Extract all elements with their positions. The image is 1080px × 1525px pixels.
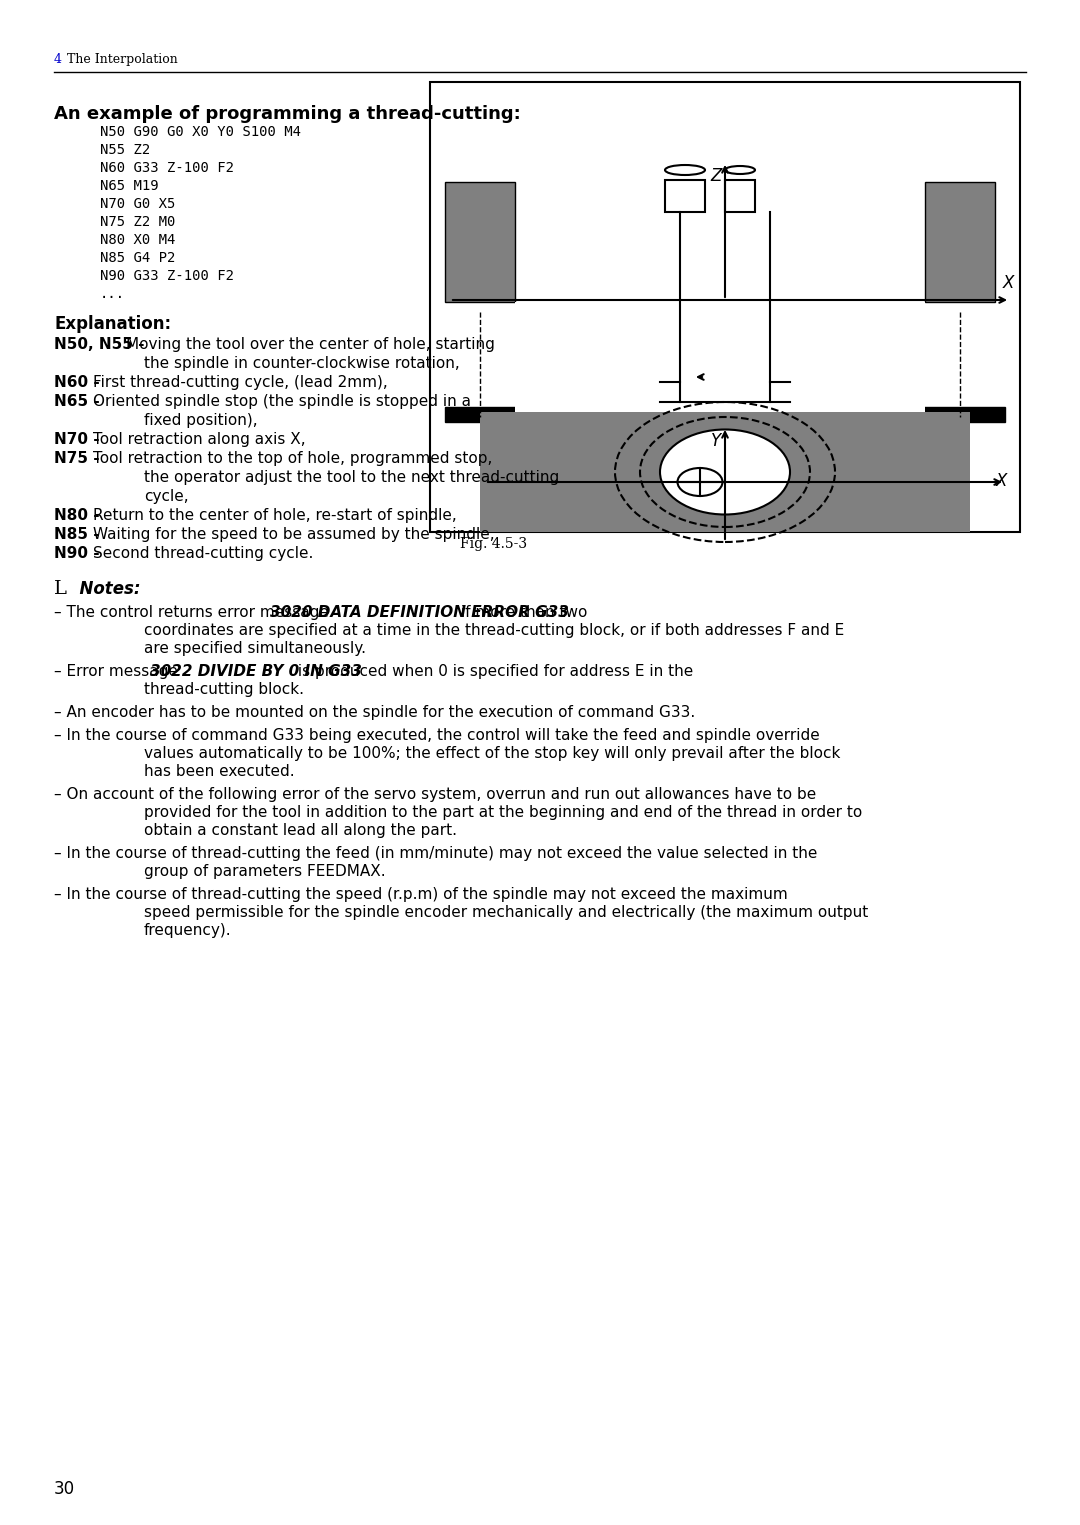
Text: the spindle in counter-clockwise rotation,: the spindle in counter-clockwise rotatio… [144,355,460,371]
Text: N85 -: N85 - [54,528,105,541]
Bar [665,180,705,212]
Text: N60 G33 Z-100 F2: N60 G33 Z-100 F2 [100,162,234,175]
Bar [924,181,995,302]
Text: Notes:: Notes: [68,580,140,598]
Text: – Error message: – Error message [54,663,183,679]
Text: N90 G33 Z-100 F2: N90 G33 Z-100 F2 [100,268,234,284]
Text: N80 -: N80 - [54,508,105,523]
Text: 4: 4 [54,53,62,66]
Text: values automatically to be 100%; the effect of the stop key will only prevail af: values automatically to be 100%; the eff… [144,746,840,761]
Text: N50 G90 G0 X0 Y0 S100 M4: N50 G90 G0 X0 Y0 S100 M4 [100,125,301,139]
Text: group of parameters FEEDMAX.: group of parameters FEEDMAX. [144,865,386,878]
Text: 3020 DATA DEFINITION ERROR G33: 3020 DATA DEFINITION ERROR G33 [270,605,569,621]
Bar [480,412,970,532]
Text: N50, N55 -: N50, N55 - [54,337,150,352]
Ellipse shape [665,165,705,175]
Text: frequency).: frequency). [144,923,231,938]
Text: N55 Z2: N55 Z2 [100,143,150,157]
Text: fixed position),: fixed position), [144,413,258,429]
Bar [445,181,515,302]
Text: $Y$: $Y$ [710,432,724,450]
Text: $X$: $X$ [995,473,1010,490]
Text: 30: 30 [54,1479,76,1498]
Text: are specified simultaneously.: are specified simultaneously. [144,640,366,656]
Text: Second thread-cutting cycle.: Second thread-cutting cycle. [93,546,313,561]
Text: An example of programming a thread-cutting:: An example of programming a thread-cutti… [54,105,521,124]
Text: Tool retraction along axis X,: Tool retraction along axis X, [93,432,306,447]
Text: Explanation:: Explanation: [54,316,171,332]
Text: speed permissible for the spindle encoder mechanically and electrically (the max: speed permissible for the spindle encode… [144,904,868,920]
Text: N80 X0 M4: N80 X0 M4 [100,233,175,247]
Ellipse shape [725,166,755,174]
Text: – The control returns error message: – The control returns error message [54,605,334,621]
Bar [445,407,1005,422]
Text: $X$: $X$ [1002,274,1016,291]
Text: N85 G4 P2: N85 G4 P2 [100,252,175,265]
Text: thread-cutting block.: thread-cutting block. [144,682,303,697]
Text: 3022 DIVIDE BY 0 IN G33: 3022 DIVIDE BY 0 IN G33 [150,663,362,679]
Text: coordinates are specified at a time in the thread-cutting block, or if both addr: coordinates are specified at a time in t… [144,624,845,637]
Text: N65 M19: N65 M19 [100,178,159,194]
Text: has been executed.: has been executed. [144,764,295,779]
Text: First thread-cutting cycle, (lead 2mm),: First thread-cutting cycle, (lead 2mm), [93,375,388,390]
Text: provided for the tool in addition to the part at the beginning and end of the th: provided for the tool in addition to the… [144,805,862,820]
Text: – On account of the following error of the servo system, overrun and run out all: – On account of the following error of t… [54,787,816,802]
Text: N90 -: N90 - [54,546,105,561]
Text: obtain a constant lead all along the part.: obtain a constant lead all along the par… [144,824,457,839]
Text: – In the course of command G33 being executed, the control will take the feed an: – In the course of command G33 being exe… [54,727,820,743]
Text: The Interpolation: The Interpolation [63,53,178,66]
Text: Oriented spindle stop (the spindle is stopped in a: Oriented spindle stop (the spindle is st… [93,393,471,409]
Text: is produced when 0 is specified for address E in the: is produced when 0 is specified for addr… [293,663,693,679]
Text: Fig. 4.5-3: Fig. 4.5-3 [460,537,527,551]
Text: the operator adjust the tool to the next thread-cutting: the operator adjust the tool to the next… [144,470,559,485]
Text: ...: ... [100,287,125,300]
Text: N60 -: N60 - [54,375,105,390]
Text: – In the course of thread-cutting the feed (in mm/minute) may not exceed the val: – In the course of thread-cutting the fe… [54,846,818,862]
Bar [430,82,1020,532]
Text: if more than two: if more than two [456,605,588,621]
Text: Moving the tool over the center of hole, starting: Moving the tool over the center of hole,… [125,337,495,352]
Text: Tool retraction to the top of hole, programmed stop,: Tool retraction to the top of hole, prog… [93,451,492,467]
Text: N70 -: N70 - [54,432,105,447]
Bar [680,201,770,403]
Bar [725,180,755,212]
Text: L: L [54,580,67,598]
Text: N75 Z2 M0: N75 Z2 M0 [100,215,175,229]
Text: cycle,: cycle, [144,490,189,503]
Bar [515,302,924,422]
Text: N75 -: N75 - [54,451,105,467]
Text: – An encoder has to be mounted on the spindle for the execution of command G33.: – An encoder has to be mounted on the sp… [54,705,696,720]
Text: – In the course of thread-cutting the speed (r.p.m) of the spindle may not excee: – In the course of thread-cutting the sp… [54,888,787,901]
Text: N65 -: N65 - [54,393,105,409]
Text: Waiting for the speed to be assumed by the spindle,: Waiting for the speed to be assumed by t… [93,528,495,541]
Ellipse shape [677,468,723,496]
Text: N70 G0 X5: N70 G0 X5 [100,197,175,210]
Text: $Z$: $Z$ [710,168,724,185]
Text: Return to the center of hole, re-start of spindle,: Return to the center of hole, re-start o… [93,508,457,523]
Ellipse shape [660,430,789,514]
